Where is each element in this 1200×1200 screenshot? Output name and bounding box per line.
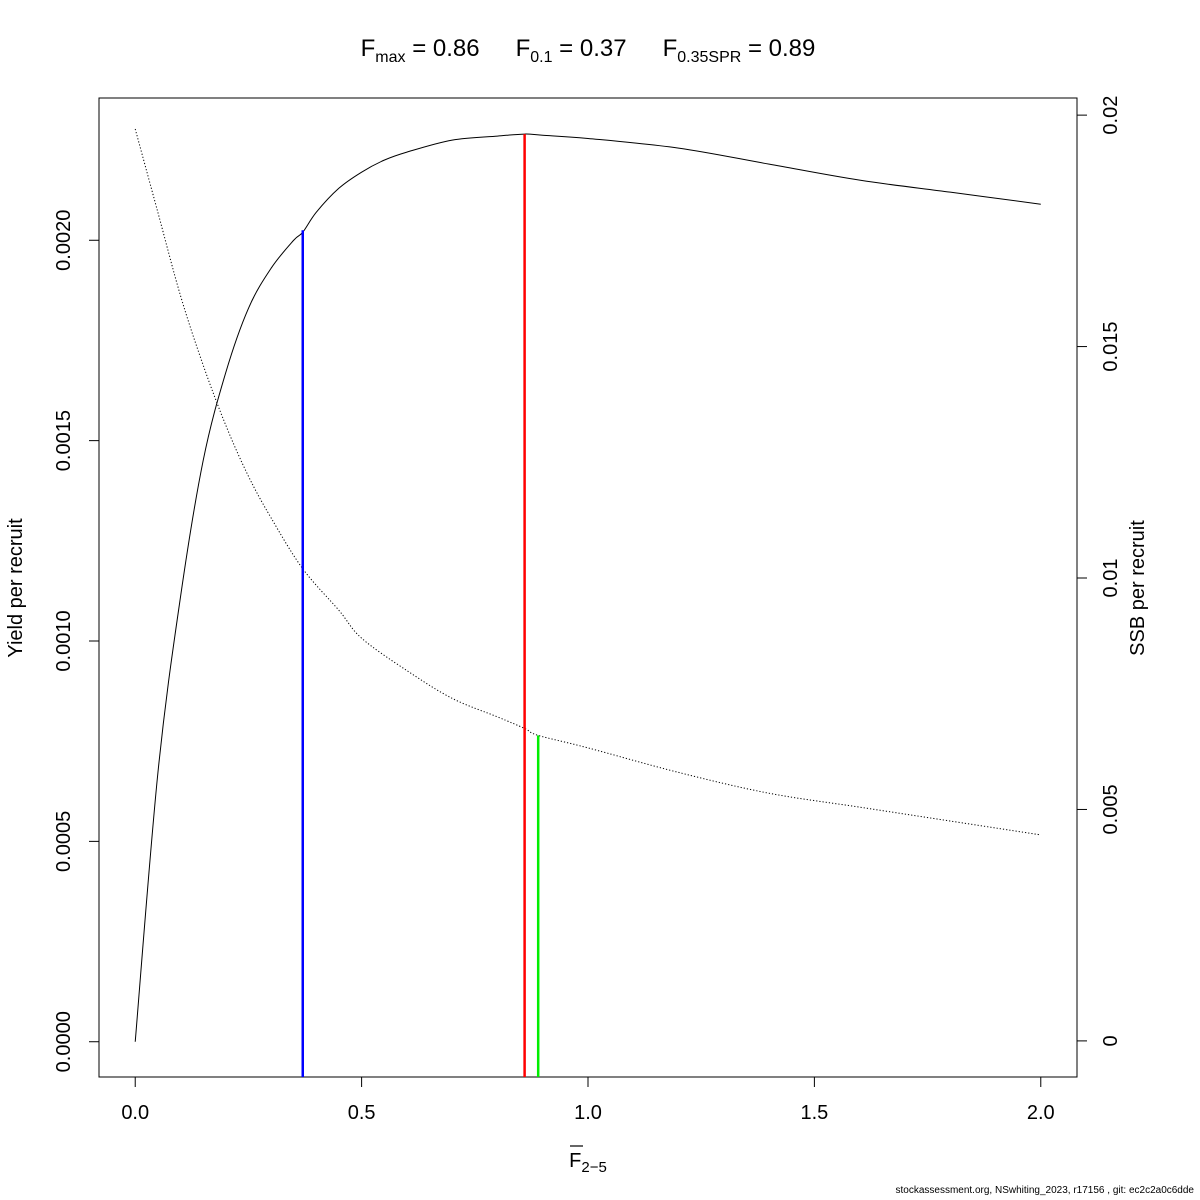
title-term-value: = 0.89: [741, 35, 815, 62]
title-term-base: F: [480, 35, 531, 62]
y-left-tick-label: 0.0005: [53, 811, 75, 872]
x-tick-label: 2.0: [1027, 1102, 1055, 1124]
x-tick-label: 0.0: [121, 1102, 149, 1124]
series: [134, 128, 1041, 1042]
title-term-sub: max: [375, 49, 405, 66]
title-term-value: = 0.37: [553, 35, 627, 62]
y-left-axis-label: Yield per recruit: [5, 518, 27, 658]
y-left-tick-label: 0.0015: [53, 410, 75, 471]
title-term-base: F: [361, 35, 376, 62]
yield-per-recruit-line: [134, 133, 1041, 1042]
x-axis-label: F2−5: [569, 1150, 607, 1176]
x-tick-label: 1.5: [800, 1102, 828, 1124]
y-right-tick-label: 0.005: [1100, 784, 1122, 834]
title-term-base: F: [627, 35, 678, 62]
title-term-sub: 0.35SPR: [677, 49, 741, 66]
y-right-tick-label: 0.02: [1100, 96, 1122, 135]
axes: 0.0 0.5 1.0 1.5 2.0 F2−5 0.0000 0.0005 0.0010 0.0…: [5, 96, 1149, 1176]
x-axis-label-sub: 2−5: [581, 1159, 606, 1176]
footer-note: stockassessment.org, NSwhiting_2023, r17…: [895, 1185, 1194, 1196]
y-right-tick-label: 0: [1100, 1035, 1122, 1046]
ssb-per-recruit-line: [134, 128, 1041, 836]
reference-lines: [301, 134, 540, 1077]
y-right-tick-label: 0.015: [1100, 322, 1122, 372]
y-right-axis-label: SSB per recruit: [1127, 520, 1149, 656]
plot-frame: [98, 97, 1078, 1078]
x-tick-label: 0.5: [348, 1102, 376, 1124]
chart-title-text: Fmax = 0.86 F0.1 = 0.37 F0.35SPR = 0.89: [361, 35, 816, 66]
y-left-tick-label: 0.0020: [53, 210, 75, 271]
y-left-tick-label: 0.0010: [53, 610, 75, 671]
chart-title: Fmax = 0.86 F0.1 = 0.37 F0.35SPR = 0.89: [361, 35, 816, 66]
x-tick-label: 1.0: [574, 1102, 602, 1124]
title-term-value: = 0.86: [406, 35, 480, 62]
title-term-sub: 0.1: [530, 49, 552, 66]
y-left-tick-label: 0.0000: [53, 1011, 75, 1072]
x-axis-label-base: F: [569, 1150, 581, 1172]
y-right-tick-label: 0.01: [1100, 559, 1122, 598]
